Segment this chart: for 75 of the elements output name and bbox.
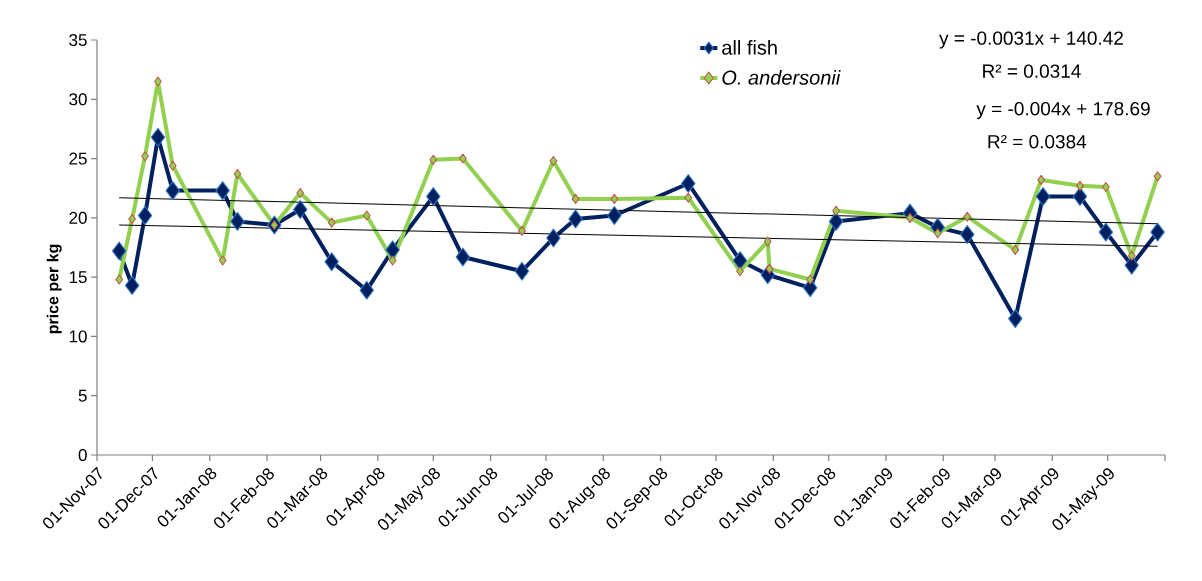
point bbox=[141, 151, 149, 162]
point bbox=[763, 236, 772, 247]
point bbox=[1153, 171, 1162, 182]
point bbox=[1037, 174, 1046, 185]
point bbox=[681, 173, 696, 193]
point bbox=[549, 155, 558, 166]
point bbox=[1076, 180, 1084, 191]
y-tick-label: 15 bbox=[69, 271, 87, 284]
point bbox=[736, 266, 744, 277]
point bbox=[933, 228, 942, 239]
annotation: R² = 0.0384 bbox=[988, 134, 1087, 149]
point bbox=[154, 76, 162, 87]
point bbox=[1127, 250, 1136, 261]
point bbox=[385, 240, 400, 260]
point bbox=[806, 274, 815, 285]
point bbox=[230, 211, 245, 231]
y-tick-label: 10 bbox=[69, 330, 87, 343]
point bbox=[429, 154, 438, 165]
point bbox=[1011, 244, 1020, 255]
point bbox=[292, 200, 308, 220]
point bbox=[1124, 255, 1139, 275]
point bbox=[1035, 187, 1051, 207]
point bbox=[388, 255, 397, 266]
point bbox=[546, 228, 561, 248]
point bbox=[607, 205, 622, 225]
point bbox=[1098, 222, 1114, 242]
point bbox=[458, 153, 467, 164]
annotation: y = -0.004x + 178.69 bbox=[976, 101, 1150, 120]
point bbox=[906, 212, 914, 223]
point bbox=[124, 275, 140, 295]
point bbox=[270, 219, 279, 230]
y-tick-label: 0 bbox=[78, 448, 87, 462]
point bbox=[165, 181, 180, 201]
annotation: R² = 0.0314 bbox=[983, 64, 1081, 78]
point bbox=[362, 210, 371, 221]
point bbox=[168, 160, 177, 171]
y-tick-label: 5 bbox=[78, 389, 87, 402]
point bbox=[568, 209, 583, 229]
legend-label: all fish bbox=[722, 40, 777, 55]
point bbox=[1072, 187, 1088, 207]
y-tick-label: 20 bbox=[69, 211, 87, 224]
y-tick-label: 30 bbox=[69, 93, 87, 106]
point bbox=[1008, 309, 1023, 329]
point bbox=[518, 225, 526, 236]
point bbox=[765, 263, 774, 274]
point bbox=[324, 252, 339, 272]
point bbox=[1150, 222, 1165, 242]
point bbox=[128, 214, 136, 225]
annotation: y = -0.0031x + 140.42 bbox=[939, 31, 1123, 49]
point bbox=[571, 193, 580, 204]
point bbox=[514, 261, 530, 281]
point bbox=[215, 181, 230, 201]
point bbox=[359, 280, 375, 300]
point bbox=[327, 217, 336, 228]
point bbox=[963, 211, 972, 222]
point bbox=[960, 224, 975, 244]
point bbox=[455, 247, 471, 267]
point bbox=[111, 241, 127, 261]
point bbox=[296, 187, 305, 198]
point bbox=[828, 211, 844, 231]
point bbox=[137, 205, 153, 225]
point bbox=[233, 168, 242, 179]
point bbox=[426, 187, 441, 207]
y-axis-title: price per kg bbox=[46, 244, 62, 334]
point bbox=[1101, 182, 1110, 193]
point bbox=[732, 251, 748, 271]
legend-label: O. andersonii bbox=[722, 70, 841, 85]
point bbox=[684, 192, 693, 203]
point bbox=[610, 193, 619, 204]
y-tick-label: 35 bbox=[69, 33, 87, 47]
point bbox=[218, 255, 227, 266]
point bbox=[150, 127, 166, 147]
point bbox=[115, 274, 124, 285]
y-tick-label: 25 bbox=[69, 152, 87, 165]
point bbox=[832, 205, 840, 216]
